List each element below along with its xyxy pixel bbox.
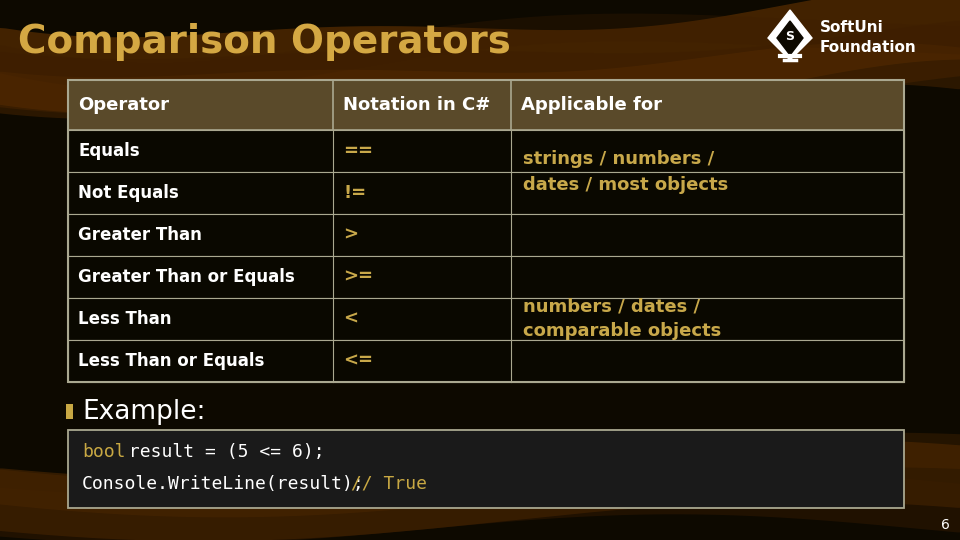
FancyBboxPatch shape xyxy=(68,430,904,508)
Text: // True: // True xyxy=(340,475,427,493)
Text: ==: == xyxy=(343,142,373,160)
FancyBboxPatch shape xyxy=(68,80,904,130)
Text: 6: 6 xyxy=(941,518,950,532)
FancyBboxPatch shape xyxy=(68,340,904,382)
Text: SoftUni: SoftUni xyxy=(820,21,884,36)
Text: Comparison Operators: Comparison Operators xyxy=(18,23,511,61)
FancyBboxPatch shape xyxy=(68,298,904,340)
Polygon shape xyxy=(777,21,803,55)
Text: Applicable for: Applicable for xyxy=(521,96,662,114)
FancyBboxPatch shape xyxy=(68,256,904,298)
FancyBboxPatch shape xyxy=(66,404,73,419)
Text: Operator: Operator xyxy=(78,96,169,114)
Text: numbers / dates /
comparable objects: numbers / dates / comparable objects xyxy=(523,298,721,341)
Polygon shape xyxy=(768,10,812,60)
Text: Not Equals: Not Equals xyxy=(78,184,179,202)
FancyBboxPatch shape xyxy=(68,172,904,214)
Text: Greater Than: Greater Than xyxy=(78,226,202,244)
Text: Notation in C#: Notation in C# xyxy=(343,96,491,114)
Text: Console.WriteLine(result);: Console.WriteLine(result); xyxy=(82,475,365,493)
Text: Foundation: Foundation xyxy=(820,40,917,56)
Text: Less Than: Less Than xyxy=(78,310,172,328)
Text: S: S xyxy=(785,30,795,43)
Text: Example:: Example: xyxy=(82,399,205,425)
FancyBboxPatch shape xyxy=(68,214,904,256)
Text: strings / numbers /
dates / most objects: strings / numbers / dates / most objects xyxy=(523,151,729,193)
Text: >=: >= xyxy=(343,268,373,286)
Text: <: < xyxy=(343,310,358,328)
Text: bool: bool xyxy=(82,443,126,461)
Text: !=: != xyxy=(343,184,366,202)
Text: Greater Than or Equals: Greater Than or Equals xyxy=(78,268,295,286)
Text: Equals: Equals xyxy=(78,142,139,160)
Text: Less Than or Equals: Less Than or Equals xyxy=(78,352,264,370)
FancyBboxPatch shape xyxy=(68,130,904,172)
Text: result = (5 <= 6);: result = (5 <= 6); xyxy=(118,443,324,461)
Text: >: > xyxy=(343,226,358,244)
Text: <=: <= xyxy=(343,352,373,370)
